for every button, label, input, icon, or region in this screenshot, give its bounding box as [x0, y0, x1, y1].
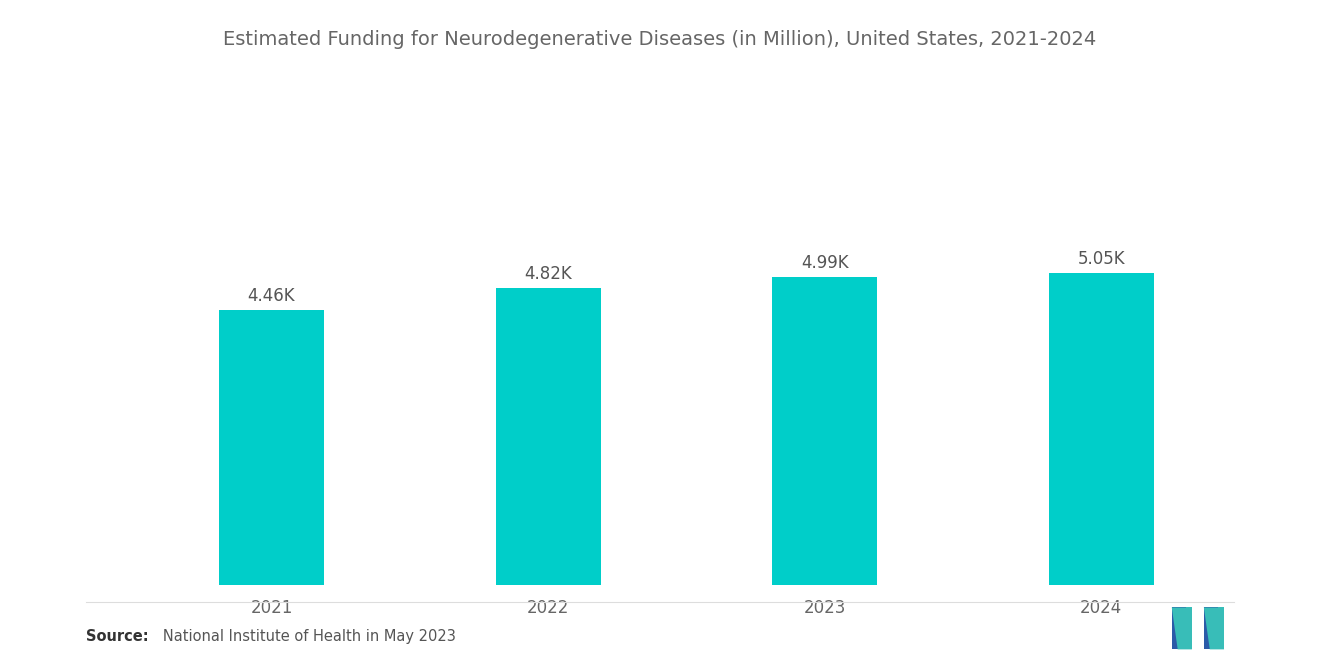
- Text: 4.99K: 4.99K: [801, 254, 849, 272]
- Bar: [219, 310, 325, 585]
- Text: 5.05K: 5.05K: [1077, 251, 1125, 269]
- Bar: [772, 277, 878, 585]
- Bar: [1048, 273, 1154, 585]
- Polygon shape: [1172, 608, 1185, 649]
- Text: 4.82K: 4.82K: [524, 265, 572, 283]
- Polygon shape: [1218, 608, 1224, 649]
- Text: 4.46K: 4.46K: [248, 287, 296, 305]
- Polygon shape: [1204, 608, 1224, 649]
- Polygon shape: [1204, 608, 1218, 649]
- Text: Estimated Funding for Neurodegenerative Diseases (in Million), United States, 20: Estimated Funding for Neurodegenerative …: [223, 30, 1097, 49]
- Bar: [495, 287, 601, 585]
- Polygon shape: [1172, 608, 1192, 649]
- Polygon shape: [1185, 608, 1192, 649]
- Text: National Institute of Health in May 2023: National Institute of Health in May 2023: [149, 628, 455, 644]
- Text: Source:: Source:: [86, 628, 148, 644]
